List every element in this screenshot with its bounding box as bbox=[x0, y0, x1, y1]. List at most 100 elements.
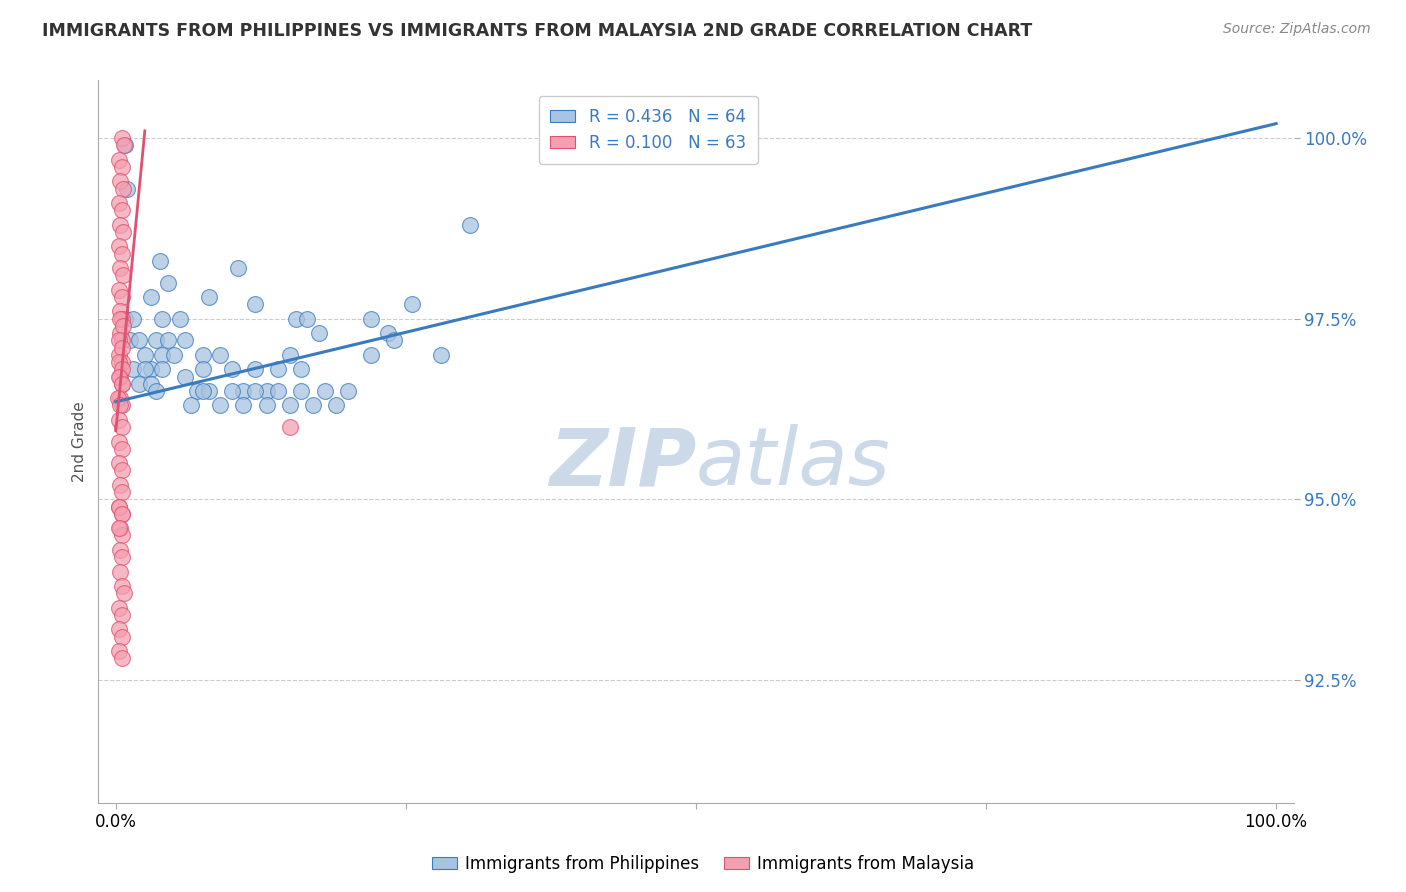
Point bbox=[110, 369, 132, 384]
Point bbox=[458, 218, 481, 232]
Point bbox=[197, 290, 219, 304]
Point bbox=[145, 384, 167, 398]
Point bbox=[111, 268, 134, 283]
Point bbox=[111, 376, 134, 391]
Point bbox=[111, 376, 134, 391]
Point bbox=[150, 362, 173, 376]
Point bbox=[111, 311, 134, 326]
Point bbox=[108, 334, 131, 348]
Point bbox=[110, 261, 132, 276]
Point bbox=[108, 153, 131, 167]
Point bbox=[314, 384, 336, 398]
Point bbox=[243, 297, 266, 311]
Point bbox=[107, 391, 129, 405]
Point bbox=[139, 290, 162, 304]
Point bbox=[118, 334, 141, 348]
Point bbox=[157, 334, 180, 348]
Point bbox=[243, 362, 266, 376]
Point bbox=[111, 507, 134, 521]
Point bbox=[163, 348, 186, 362]
Point bbox=[111, 246, 134, 260]
Point bbox=[382, 334, 405, 348]
Point bbox=[111, 181, 134, 195]
Point bbox=[110, 326, 132, 340]
Point bbox=[145, 334, 167, 348]
Point bbox=[111, 203, 134, 218]
Text: IMMIGRANTS FROM PHILIPPINES VS IMMIGRANTS FROM MALAYSIA 2ND GRADE CORRELATION CH: IMMIGRANTS FROM PHILIPPINES VS IMMIGRANT… bbox=[42, 22, 1032, 40]
Point bbox=[110, 304, 132, 318]
Point bbox=[111, 160, 134, 174]
Point bbox=[112, 586, 135, 600]
Point bbox=[110, 311, 132, 326]
Point bbox=[111, 355, 134, 369]
Point bbox=[108, 283, 131, 297]
Point bbox=[284, 311, 307, 326]
Point bbox=[174, 369, 197, 384]
Point bbox=[134, 348, 156, 362]
Point bbox=[191, 362, 214, 376]
Point bbox=[290, 362, 312, 376]
Point bbox=[174, 334, 197, 348]
Point bbox=[111, 318, 134, 333]
Point bbox=[111, 651, 134, 665]
Point bbox=[111, 463, 134, 477]
Point bbox=[232, 384, 254, 398]
Point bbox=[122, 311, 145, 326]
Point bbox=[111, 528, 134, 542]
Point bbox=[111, 398, 134, 412]
Point bbox=[128, 334, 150, 348]
Point bbox=[150, 311, 173, 326]
Point bbox=[108, 521, 131, 535]
Point bbox=[111, 362, 134, 376]
Point bbox=[157, 276, 180, 290]
Point bbox=[110, 478, 132, 492]
Point bbox=[110, 521, 132, 535]
Point bbox=[108, 500, 131, 514]
Text: ZIP: ZIP bbox=[548, 425, 696, 502]
Text: Source: ZipAtlas.com: Source: ZipAtlas.com bbox=[1223, 22, 1371, 37]
Point bbox=[111, 485, 134, 500]
Point bbox=[186, 384, 208, 398]
Point bbox=[108, 196, 131, 211]
Point bbox=[111, 225, 134, 239]
Point bbox=[114, 138, 136, 153]
Point bbox=[221, 362, 243, 376]
Point bbox=[122, 362, 145, 376]
Point bbox=[108, 369, 131, 384]
Point bbox=[139, 362, 162, 376]
Point bbox=[336, 384, 359, 398]
Y-axis label: 2nd Grade: 2nd Grade bbox=[72, 401, 87, 482]
Point bbox=[191, 384, 214, 398]
Point bbox=[108, 239, 131, 253]
Point bbox=[297, 311, 319, 326]
Point bbox=[221, 384, 243, 398]
Point bbox=[191, 348, 214, 362]
Point bbox=[110, 218, 132, 232]
Point bbox=[360, 311, 382, 326]
Point bbox=[256, 384, 278, 398]
Point bbox=[232, 398, 254, 412]
Point bbox=[117, 181, 139, 195]
Point bbox=[110, 391, 132, 405]
Point bbox=[209, 348, 232, 362]
Point bbox=[256, 398, 278, 412]
Point bbox=[150, 348, 173, 362]
Point bbox=[111, 131, 134, 145]
Point bbox=[360, 348, 382, 362]
Point bbox=[108, 434, 131, 449]
Point bbox=[110, 398, 132, 412]
Point bbox=[197, 384, 219, 398]
Point bbox=[134, 362, 156, 376]
Point bbox=[429, 348, 451, 362]
Point bbox=[139, 376, 162, 391]
Point bbox=[278, 348, 301, 362]
Point bbox=[112, 138, 135, 153]
Point bbox=[302, 398, 325, 412]
Point bbox=[108, 456, 131, 470]
Point bbox=[111, 290, 134, 304]
Text: atlas: atlas bbox=[696, 425, 891, 502]
Point bbox=[111, 579, 134, 593]
Point bbox=[110, 565, 132, 579]
Point bbox=[108, 500, 131, 514]
Point bbox=[108, 413, 131, 427]
